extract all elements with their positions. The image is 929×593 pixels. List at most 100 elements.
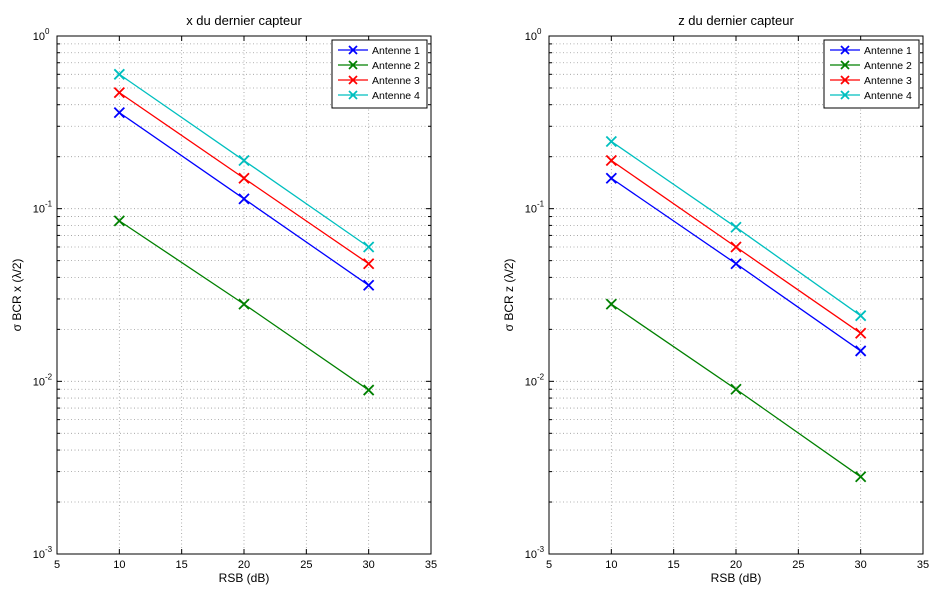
ticks — [56, 35, 432, 555]
y-tick-label: 10 -2 — [525, 372, 545, 388]
x-axis-label: RSB (dB) — [711, 571, 762, 585]
x-tick-label: 35 — [917, 559, 929, 571]
marker-stroke — [855, 345, 867, 357]
y-tick-exponent: -3 — [45, 545, 53, 554]
marker-stroke — [363, 258, 375, 270]
legend-entry: Antenne 1 — [338, 45, 420, 57]
data-point-marker — [855, 310, 867, 322]
data-point-marker — [605, 154, 617, 167]
marker-stroke — [113, 86, 125, 99]
legend-marker — [348, 60, 358, 70]
x-axis-label: RSB (dB) — [219, 571, 270, 585]
y-tick-exponent: -2 — [537, 372, 545, 381]
y-tick-exponent: 0 — [45, 27, 50, 36]
y-tick-base: 10 — [33, 376, 45, 388]
data-point-marker — [113, 106, 125, 119]
y-tick-label: 10 -3 — [525, 545, 545, 561]
x-tick-label: 15 — [176, 559, 188, 571]
legend-marker — [840, 45, 850, 55]
data-point-marker — [855, 345, 867, 357]
marker-stroke — [363, 279, 375, 291]
marker-stroke — [348, 90, 358, 100]
marker-stroke — [238, 172, 250, 184]
x-tick-label: 20 — [238, 559, 250, 571]
data-point-marker — [113, 215, 125, 227]
y-tick-base: 10 — [525, 549, 537, 561]
series-1 — [113, 106, 375, 291]
legend-label: Antenne 3 — [864, 75, 912, 87]
legend-entry: Antenne 3 — [338, 75, 420, 87]
marker-stroke — [238, 154, 250, 167]
y-tick-exponent: -1 — [45, 200, 53, 209]
y-tick-exponent: -3 — [537, 545, 545, 554]
x-tick-label: 15 — [668, 559, 680, 571]
legend-label: Antenne 2 — [372, 60, 420, 72]
y-tick-label: 10 -1 — [525, 200, 545, 216]
y-tick-label: 10 -1 — [33, 200, 53, 216]
marker-stroke — [348, 45, 358, 55]
marker-stroke — [840, 45, 850, 55]
marker-stroke — [840, 60, 850, 70]
y-axis-label: σ BCR x (λ/2) — [10, 259, 24, 332]
data-point-marker — [855, 471, 867, 483]
ticks — [548, 35, 924, 555]
marker-stroke — [730, 383, 742, 395]
x-tick-label: 5 — [54, 559, 60, 571]
x-tick-label: 25 — [300, 559, 312, 571]
legend-marker — [840, 90, 850, 100]
y-tick-exponent: -2 — [45, 372, 53, 381]
x-tick-label: 35 — [425, 559, 437, 571]
data-point-marker — [605, 172, 617, 184]
data-point-marker — [730, 383, 742, 395]
legend-marker — [840, 75, 850, 85]
data-point-marker — [855, 327, 867, 339]
data-point-marker — [363, 384, 375, 396]
y-axis-label: σ BCR z (λ/2) — [502, 259, 516, 332]
legend-marker — [840, 60, 850, 70]
data-point-marker — [363, 258, 375, 270]
y-tick-label: 10 0 — [33, 27, 50, 43]
legend-label: Antenne 4 — [372, 90, 420, 102]
x-tick-label: 20 — [730, 559, 742, 571]
x-tick-label: 10 — [605, 559, 617, 571]
marker-stroke — [113, 106, 125, 119]
legend-marker — [348, 75, 358, 85]
legend-box — [331, 39, 428, 109]
data-point-marker — [238, 154, 250, 167]
y-tick-base: 10 — [33, 204, 45, 216]
legend-box — [823, 39, 920, 109]
data-point-marker — [730, 221, 742, 233]
x-tick-label: 25 — [792, 559, 804, 571]
data-point-marker — [113, 68, 125, 80]
y-tick-base: 10 — [33, 31, 45, 43]
chart-title: x du dernier capteur — [186, 13, 302, 28]
marker-stroke — [840, 90, 850, 100]
series-3 — [113, 86, 375, 270]
marker-stroke — [855, 310, 867, 322]
legend: Antenne 1 Antenne 2 Antenne 3 Antenne 4 — [331, 39, 428, 109]
y-tick-exponent: 0 — [537, 27, 542, 36]
data-point-marker — [238, 193, 250, 205]
x-tick-label: 30 — [855, 559, 867, 571]
marker-stroke — [113, 68, 125, 80]
series-2 — [605, 298, 867, 483]
legend-entry: Antenne 2 — [830, 60, 912, 72]
y-tick-base: 10 — [525, 204, 537, 216]
y-tick-label: 10 -2 — [33, 372, 53, 388]
marker-stroke — [855, 471, 867, 483]
legend-label: Antenne 3 — [372, 75, 420, 87]
legend-entry: Antenne 4 — [830, 90, 912, 102]
marker-stroke — [730, 221, 742, 233]
marker-stroke — [840, 75, 850, 85]
series-4 — [113, 68, 375, 253]
marker-stroke — [605, 298, 617, 310]
legend-entry: Antenne 4 — [338, 90, 420, 102]
data-point-marker — [730, 258, 742, 270]
y-tick-exponent: -1 — [537, 200, 545, 209]
marker-stroke — [605, 172, 617, 184]
legend-label: Antenne 1 — [372, 45, 420, 57]
marker-stroke — [113, 215, 125, 227]
